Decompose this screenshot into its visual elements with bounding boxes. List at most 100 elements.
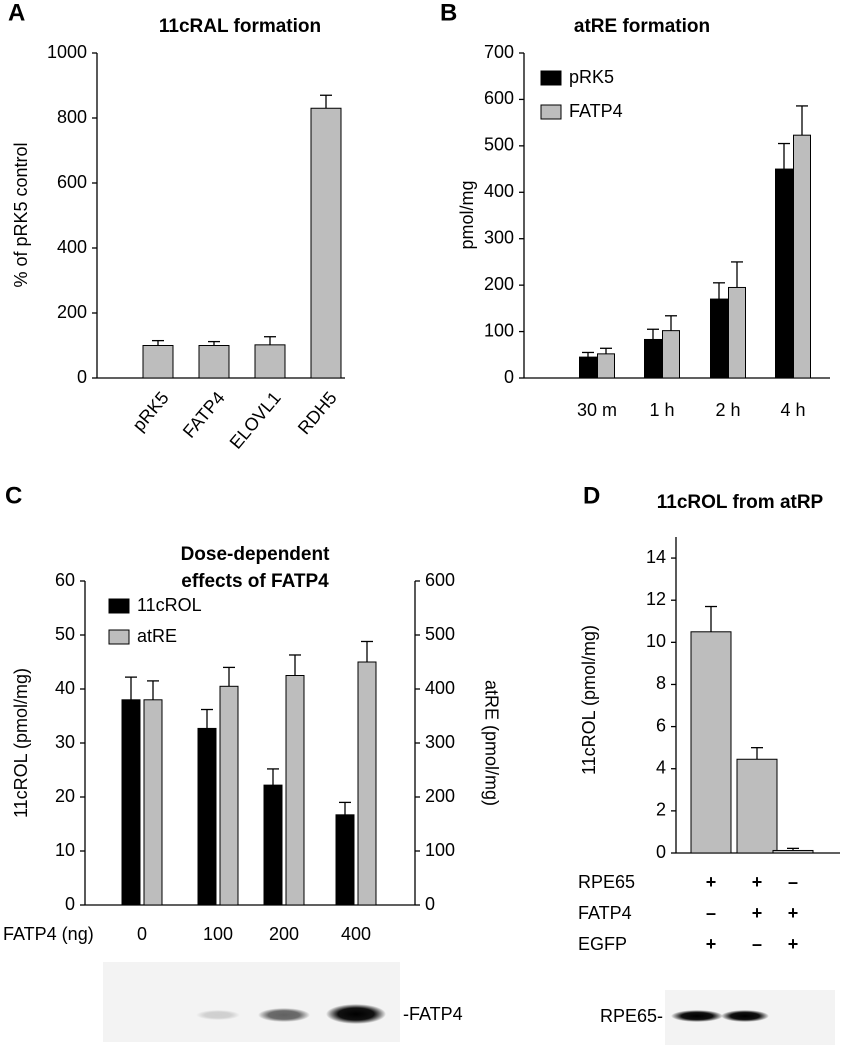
y-tick-label: 4 <box>656 757 666 777</box>
condition-name: RPE65 <box>578 872 635 892</box>
y2-tick-label: 500 <box>425 624 455 644</box>
x-tick-label: 200 <box>269 924 299 944</box>
chart-title: 11cROL from atRP <box>657 492 824 513</box>
chart-title: atRE formation <box>574 16 710 37</box>
y-tick-label: 8 <box>656 673 666 693</box>
condition-sign: + <box>706 872 717 892</box>
y-tick-label: 1000 <box>47 42 87 62</box>
x-tick-label: 30 m <box>577 400 617 420</box>
bar <box>310 107 342 379</box>
x-tick-label: 2 h <box>715 400 740 420</box>
panel-label: B <box>440 0 457 26</box>
blot-label: -FATP4 <box>403 1004 463 1024</box>
y-axis-label: 11cROL (pmol/mg) <box>579 625 599 775</box>
bar <box>775 168 793 379</box>
y-tick-label: 0 <box>656 842 666 862</box>
condition-sign: – <box>752 934 762 954</box>
condition-sign: + <box>752 903 763 923</box>
y2-axis-label: atRE (pmol/mg) <box>481 680 501 806</box>
blot-c <box>103 962 400 1042</box>
y-tick-label: 2 <box>656 800 666 820</box>
y-tick-label: 400 <box>57 237 87 257</box>
bar <box>198 345 230 379</box>
bar <box>357 661 377 906</box>
x-axis-label: FATP4 (ng) <box>3 924 94 944</box>
bar <box>644 338 662 379</box>
panel-label: D <box>583 482 600 509</box>
chart-title: 11cRAL formation <box>159 16 321 37</box>
x-tick-label: pRK5 <box>128 388 172 435</box>
condition-sign: + <box>788 934 799 954</box>
y-tick-label: 700 <box>484 42 514 62</box>
y-tick-label: 600 <box>484 88 514 108</box>
legend-label: 11cROL <box>137 595 202 615</box>
blot-d <box>665 990 835 1045</box>
y-tick-label: 800 <box>57 107 87 127</box>
x-tick-label: ELOVL1 <box>226 388 285 453</box>
x-tick-label: RDH5 <box>294 388 341 438</box>
y2-tick-label: 100 <box>425 840 455 860</box>
bar <box>219 685 239 906</box>
y-tick-label: 40 <box>55 678 75 698</box>
bar <box>142 345 174 379</box>
x-tick-label: 1 h <box>649 400 674 420</box>
y2-tick-label: 0 <box>425 894 435 914</box>
condition-name: FATP4 <box>578 903 632 923</box>
bar <box>662 330 680 379</box>
legend-swatch <box>540 104 562 120</box>
legend-swatch <box>108 598 130 614</box>
y2-tick-label: 600 <box>425 570 455 590</box>
y-tick-label: 12 <box>646 589 666 609</box>
legend-swatch <box>540 70 562 86</box>
panel-label: A <box>8 0 25 26</box>
x-tick-label: 0 <box>137 924 147 944</box>
blot-band <box>721 1010 769 1022</box>
x-tick-label: 100 <box>203 924 233 944</box>
bar <box>736 758 778 854</box>
y-axis-label: pmol/mg <box>457 180 477 249</box>
bar <box>285 675 305 906</box>
condition-sign: + <box>752 872 763 892</box>
y-tick-label: 60 <box>55 570 75 590</box>
y2-tick-label: 400 <box>425 678 455 698</box>
blot-label: RPE65- <box>600 1006 663 1026</box>
blot-band <box>196 1010 240 1020</box>
y-tick-label: 50 <box>55 624 75 644</box>
blot-band <box>326 1004 386 1024</box>
chart-title: effects of FATP4 <box>181 571 329 592</box>
blot-band <box>671 1010 723 1022</box>
y-tick-label: 200 <box>484 274 514 294</box>
bar <box>254 344 286 379</box>
y-tick-label: 400 <box>484 181 514 201</box>
bar <box>335 814 355 906</box>
bar <box>263 784 283 906</box>
y-axis-label: % of pRK5 control <box>11 142 31 287</box>
y-tick-label: 0 <box>504 367 514 387</box>
y-tick-label: 10 <box>646 631 666 651</box>
y-tick-label: 6 <box>656 715 666 735</box>
y-tick-label: 0 <box>77 367 87 387</box>
y-tick-label: 30 <box>55 732 75 752</box>
y2-tick-label: 300 <box>425 732 455 752</box>
blot-background <box>103 962 400 1042</box>
legend-label: pRK5 <box>569 67 614 87</box>
condition-sign: – <box>706 903 716 923</box>
y-tick-label: 100 <box>484 320 514 340</box>
y2-tick-label: 200 <box>425 786 455 806</box>
condition-sign: + <box>788 903 799 923</box>
bar <box>197 727 217 906</box>
chart-title: Dose-dependent <box>181 544 331 565</box>
bar <box>121 699 141 906</box>
y-tick-label: 10 <box>55 840 75 860</box>
bar <box>710 298 728 379</box>
bar <box>728 286 746 379</box>
panel-label: C <box>5 482 22 509</box>
y-tick-label: 20 <box>55 786 75 806</box>
x-tick-label: FATP4 <box>179 388 229 442</box>
y-tick-label: 600 <box>57 172 87 192</box>
bar <box>143 699 163 906</box>
bar <box>597 353 615 379</box>
y-tick-label: 500 <box>484 135 514 155</box>
y-tick-label: 14 <box>646 547 666 567</box>
legend-label: atRE <box>137 626 177 646</box>
